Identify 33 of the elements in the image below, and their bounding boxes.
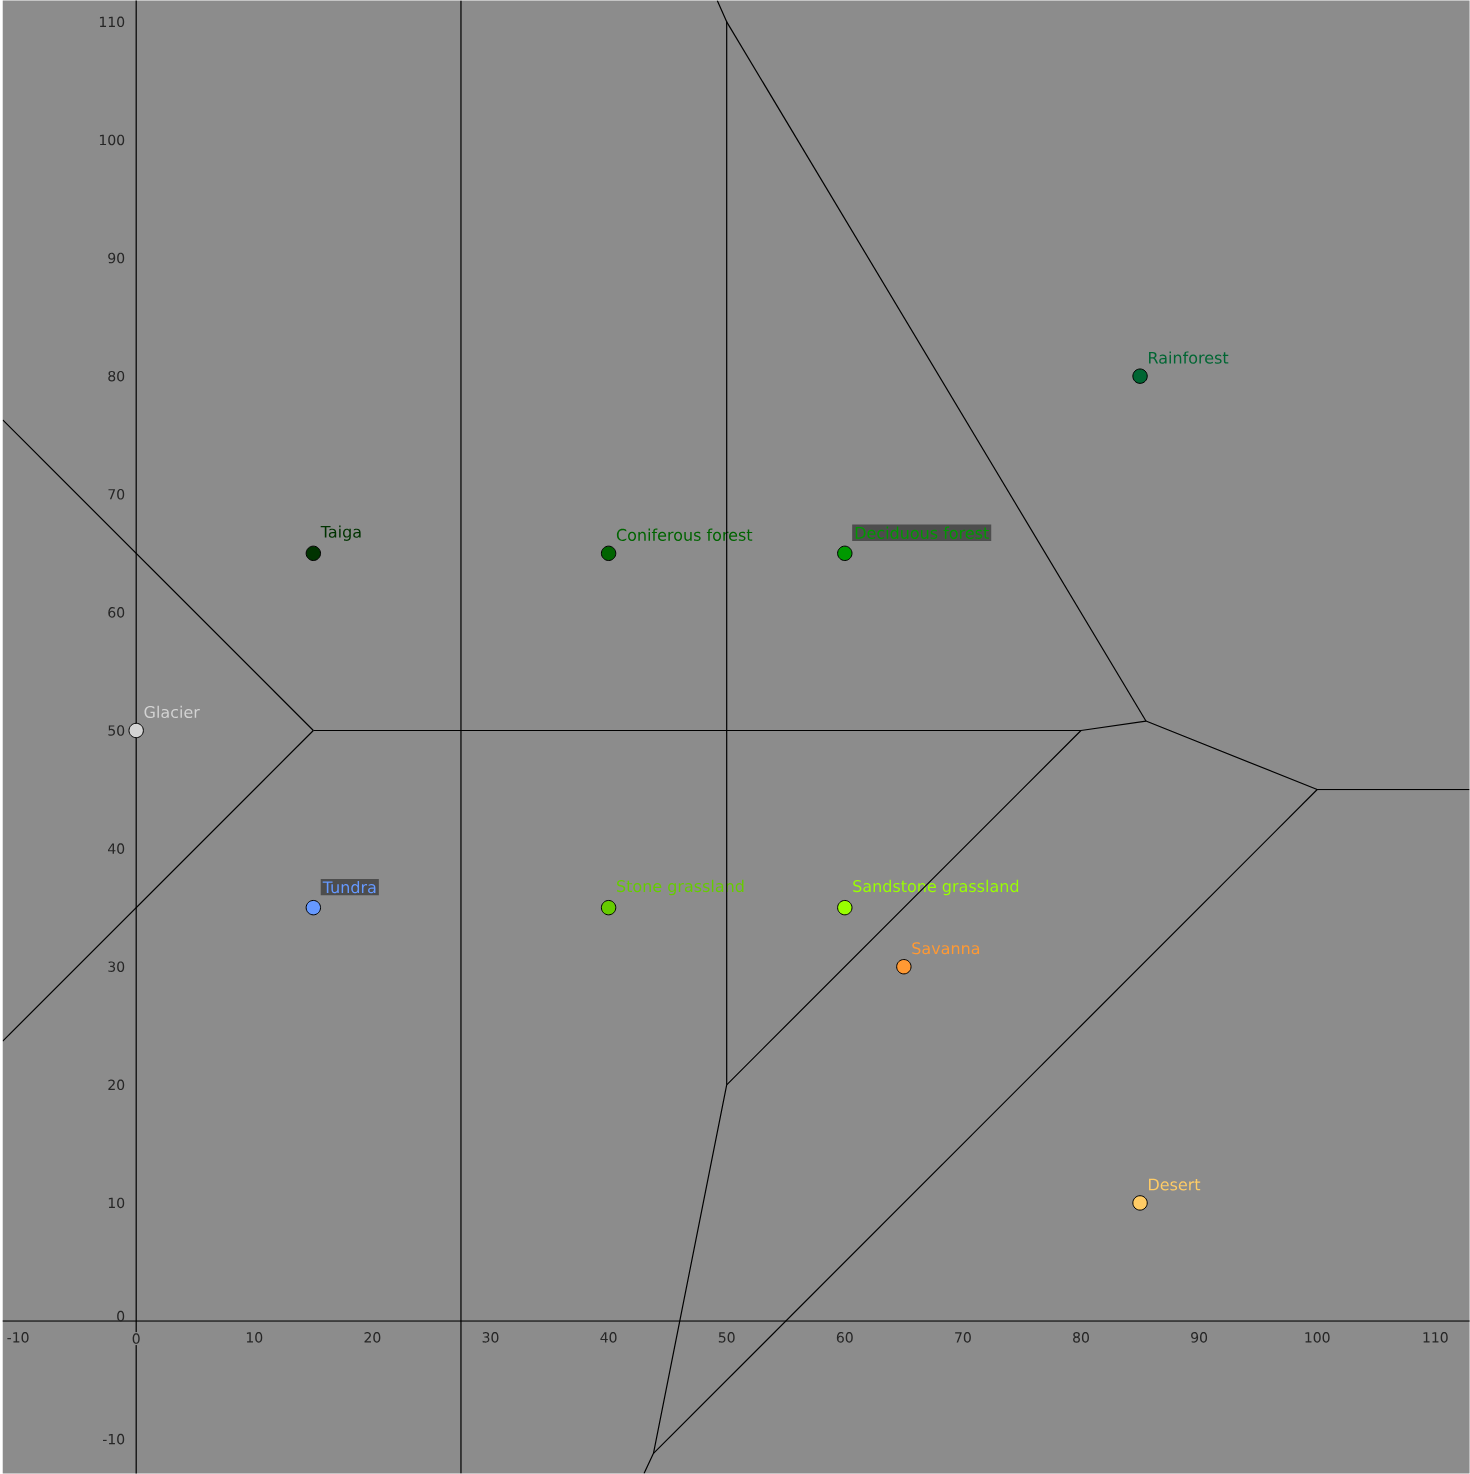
y-tick-label: 110 — [99, 16, 125, 28]
series-label: Deciduous forest — [855, 526, 989, 539]
x-tick-label: 70 — [955, 1332, 971, 1343]
x-tick-label: 50 — [718, 1332, 735, 1343]
y-tick-label: 60 — [108, 607, 125, 618]
y-tick-label: 10 — [108, 1197, 125, 1209]
series-label: Rainforest — [1148, 351, 1229, 364]
y-tick-label: 50 — [108, 725, 125, 736]
x-tick-label: 100 — [1305, 1332, 1330, 1343]
y-tick-label: 20 — [108, 1079, 125, 1091]
x-tick-label: -10 — [7, 1332, 29, 1343]
y-tick-label: 40 — [107, 843, 125, 854]
series-label: Taiga — [320, 525, 361, 541]
x-tick-label: 30 — [482, 1332, 499, 1343]
y-tick-label: -10 — [102, 1433, 125, 1445]
series-label: Savanna — [912, 942, 979, 955]
x-tick-label: 20 — [364, 1332, 381, 1343]
y-tick-label: 80 — [108, 370, 125, 382]
x-tick-label: 80 — [1072, 1332, 1089, 1343]
series-label: Desert — [1148, 1178, 1201, 1191]
y-tick-label: 0 — [117, 1310, 125, 1322]
x-tick-label: 0 — [132, 1333, 140, 1344]
y-tick-label: 70 — [108, 488, 125, 500]
series-label: Tundra — [322, 880, 376, 894]
series-label: Glacier — [144, 705, 200, 719]
x-tick-label: 40 — [600, 1332, 617, 1343]
y-tick-label: 90 — [108, 252, 125, 264]
x-tick-label: 90 — [1191, 1332, 1207, 1343]
x-tick-label: 10 — [246, 1332, 263, 1343]
y-tick-label: 30 — [108, 961, 125, 972]
x-tick-label: 60 — [836, 1332, 853, 1343]
y-tick-label: 100 — [99, 134, 125, 146]
x-tick-label: 110 — [1423, 1332, 1448, 1343]
